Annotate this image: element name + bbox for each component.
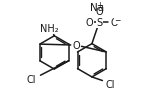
Text: O: O bbox=[86, 18, 93, 28]
Text: O: O bbox=[95, 7, 103, 17]
Text: Cl: Cl bbox=[27, 74, 36, 84]
Text: S: S bbox=[96, 18, 102, 28]
Text: Na: Na bbox=[90, 3, 104, 13]
Text: O: O bbox=[110, 18, 118, 28]
Text: NH₂: NH₂ bbox=[40, 24, 58, 34]
Text: −: − bbox=[114, 16, 121, 25]
Text: +: + bbox=[96, 1, 103, 10]
Text: Cl: Cl bbox=[105, 80, 115, 90]
Text: O: O bbox=[72, 41, 80, 51]
